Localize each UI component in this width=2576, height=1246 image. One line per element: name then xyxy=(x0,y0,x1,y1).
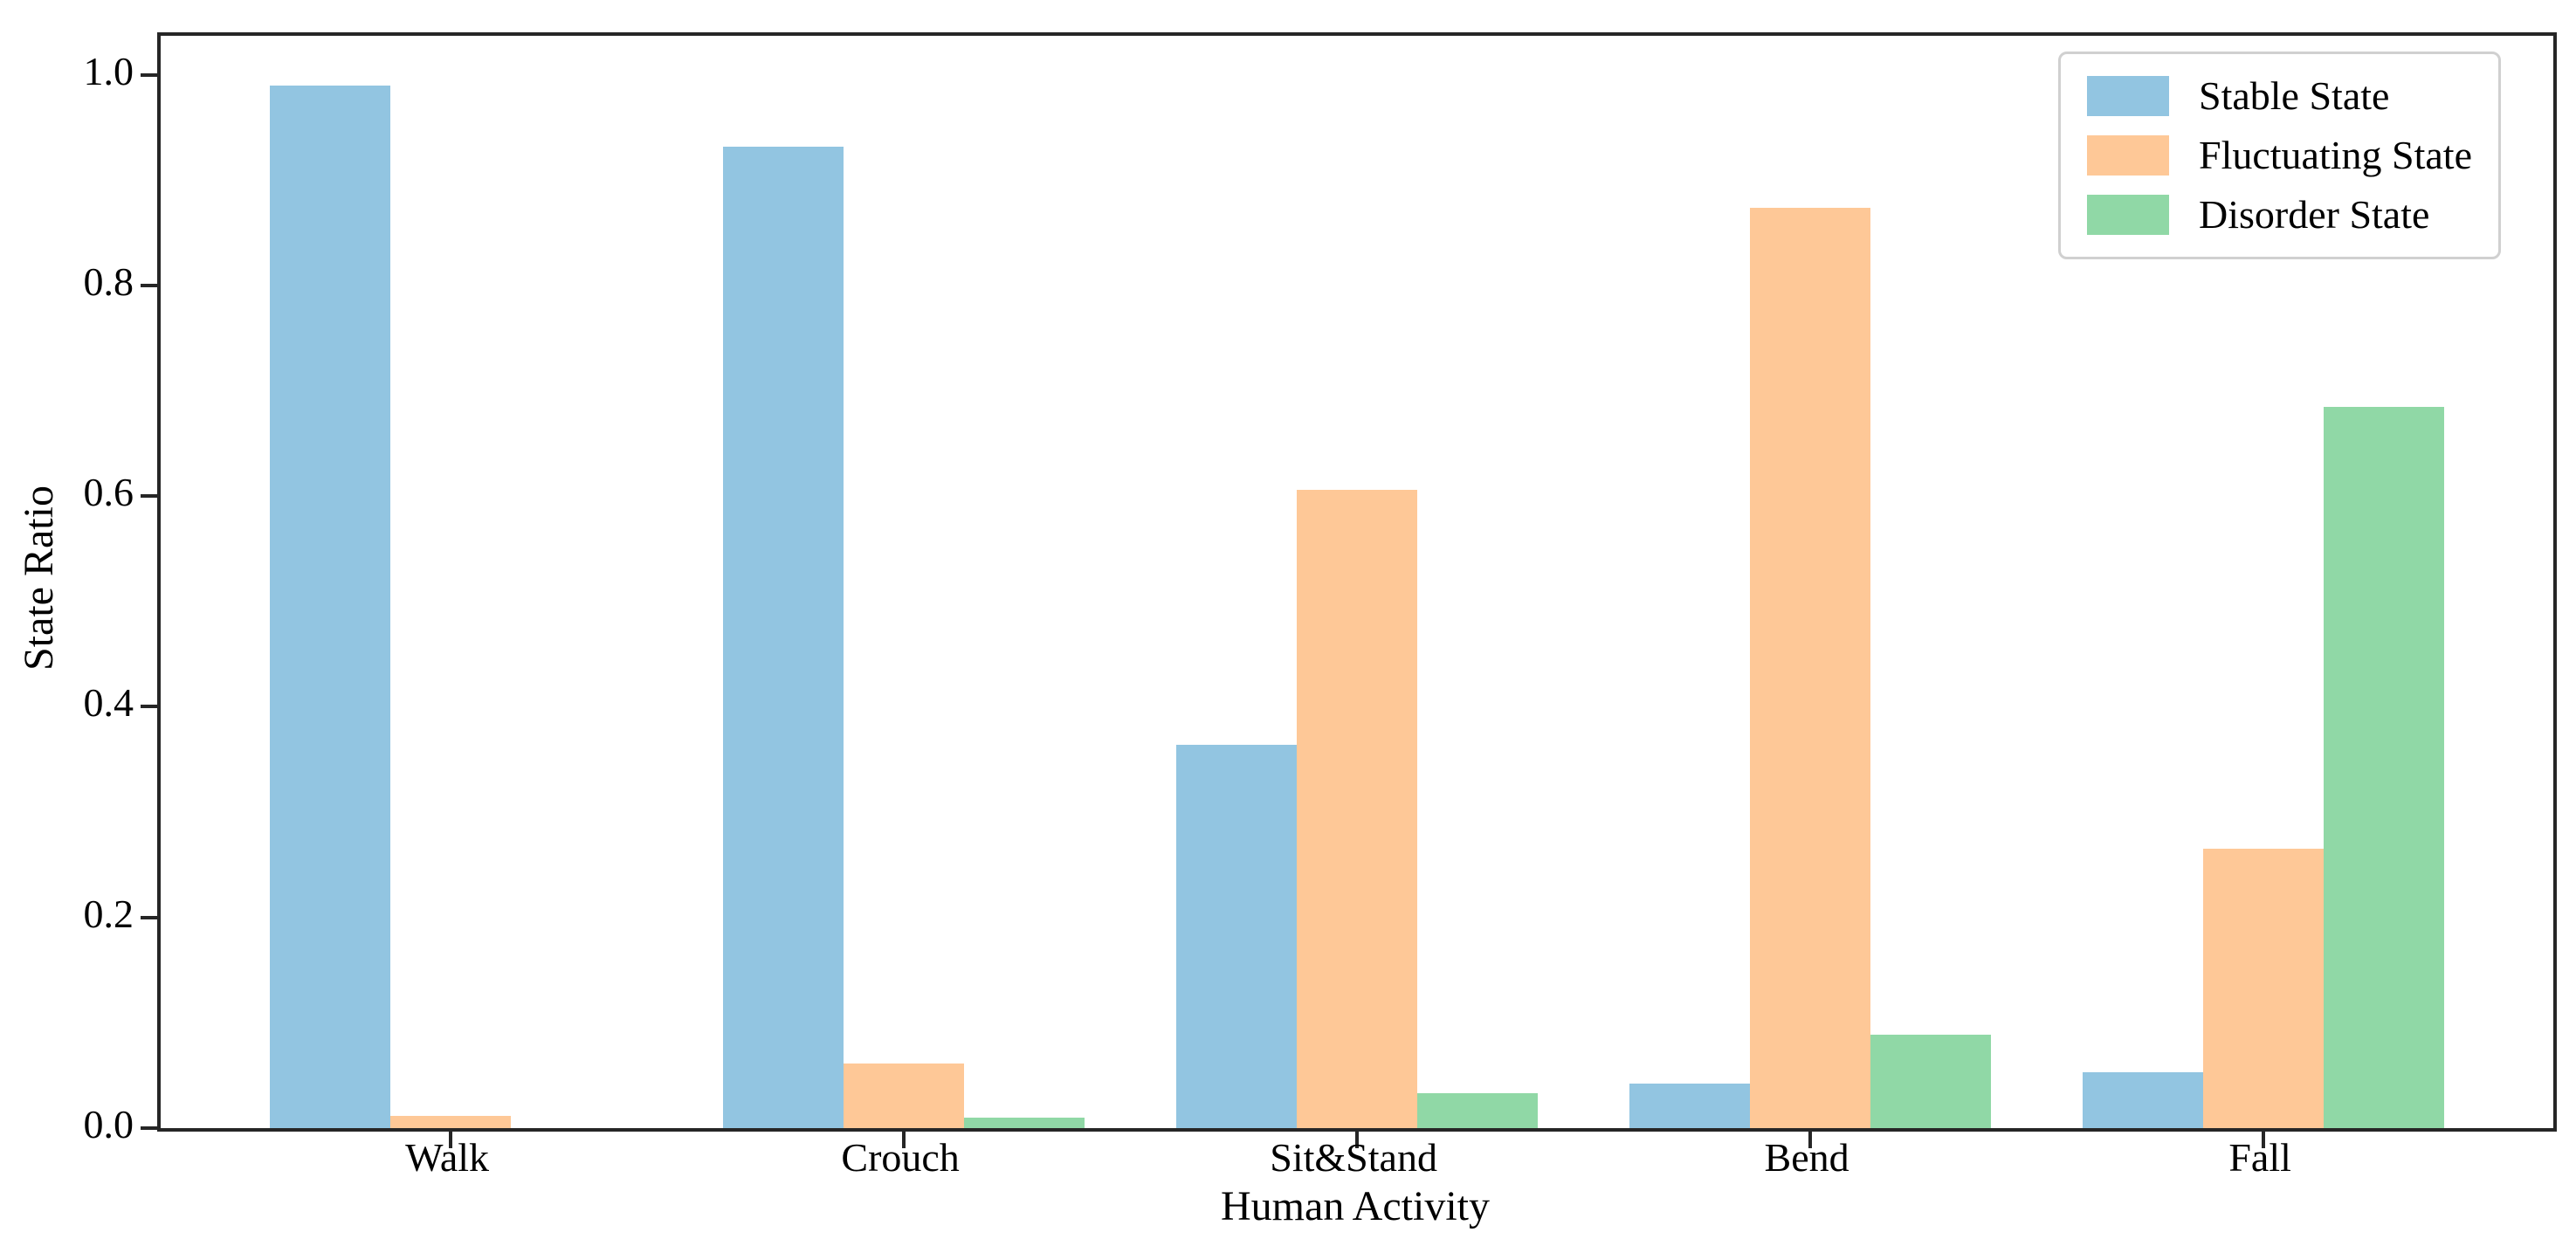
bar-disorder-state-crouch xyxy=(964,1118,1085,1128)
x-tick-label-crouch: Crouch xyxy=(841,1135,960,1180)
legend-label: Stable State xyxy=(2198,73,2390,118)
legend-label: Disorder State xyxy=(2198,192,2430,237)
legend-item-stable-state: Stable State xyxy=(2086,73,2472,119)
legend-item-disorder-state: Disorder State xyxy=(2086,192,2472,237)
x-tick-mark xyxy=(2262,1132,2266,1148)
y-tick-mark xyxy=(141,705,157,709)
y-tick-label: 0.0 xyxy=(83,1102,134,1146)
y-tick-mark xyxy=(141,915,157,919)
y-tick-label: 0.6 xyxy=(83,470,134,515)
y-tick-mark xyxy=(141,494,157,499)
y-tick-label: 1.0 xyxy=(83,48,134,93)
x-tick-mark xyxy=(1355,1132,1360,1148)
x-tick-label-bend: Bend xyxy=(1764,1135,1849,1180)
y-tick-mark xyxy=(141,283,157,287)
x-tick-mark xyxy=(1808,1132,1813,1148)
x-tick-mark xyxy=(449,1132,453,1148)
bar-fluctuating-state-walk xyxy=(390,1116,512,1128)
bar-fluctuating-state-crouch xyxy=(844,1064,965,1128)
bar-fluctuating-state-sit-stand xyxy=(1297,490,1418,1128)
legend-swatch xyxy=(2086,195,2169,235)
x-tick-mark xyxy=(902,1132,906,1148)
x-tick-label-sit-stand: Sit&Stand xyxy=(1270,1135,1437,1180)
bar-disorder-state-bend xyxy=(1870,1035,1992,1128)
legend-label: Fluctuating State xyxy=(2198,133,2472,177)
bar-fluctuating-state-fall xyxy=(2203,849,2325,1128)
y-tick-label: 0.2 xyxy=(83,891,134,936)
y-tick-label: 0.4 xyxy=(83,680,134,726)
bar-stable-state-walk xyxy=(270,86,391,1128)
legend: Stable State Fluctuating State Disorder St… xyxy=(2057,52,2501,259)
bar-stable-state-bend xyxy=(1629,1084,1751,1128)
y-tick-mark xyxy=(141,1126,157,1130)
x-axis-label: Human Activity xyxy=(1221,1183,1490,1229)
bar-disorder-state-sit-stand xyxy=(1417,1093,1539,1128)
bar-stable-state-fall xyxy=(2083,1072,2204,1128)
bar-stable-state-sit-stand xyxy=(1176,745,1298,1128)
bar-fluctuating-state-bend xyxy=(1750,208,1871,1128)
legend-item-fluctuating-state: Fluctuating State xyxy=(2086,133,2472,178)
legend-swatch xyxy=(2086,76,2169,116)
y-tick-label: 0.8 xyxy=(83,258,134,304)
legend-swatch xyxy=(2086,135,2169,176)
bar-stable-state-crouch xyxy=(723,147,844,1128)
x-tick-label-walk: Walk xyxy=(405,1135,490,1180)
bar-disorder-state-fall xyxy=(2324,407,2445,1128)
y-axis-label: State Ratio xyxy=(16,485,62,671)
y-tick-mark xyxy=(141,72,157,77)
x-tick-label-fall: Fall xyxy=(2228,1135,2291,1180)
